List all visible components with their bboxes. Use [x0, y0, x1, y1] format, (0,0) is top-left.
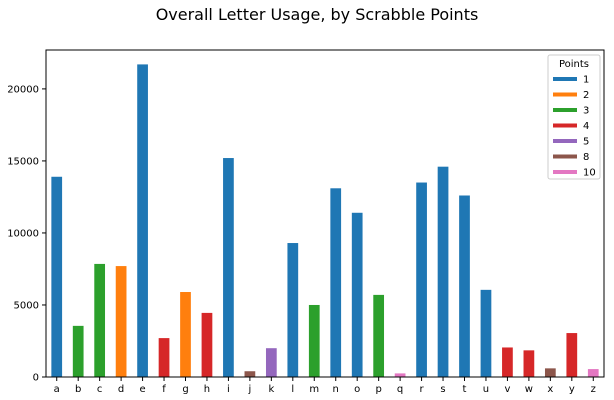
legend-label-10: 10 [583, 168, 596, 179]
y-tick-label-0: 0 [33, 373, 39, 384]
legend-label-4: 4 [583, 121, 589, 132]
plot-frame [45, 49, 605, 378]
bars-group [51, 64, 599, 378]
x-tick-label-e: e [139, 384, 145, 395]
legend-label-5: 5 [583, 137, 589, 148]
bar-x [544, 368, 556, 377]
bar-f [158, 338, 170, 377]
y-tick-label-20000: 20000 [7, 84, 39, 95]
bar-a [51, 176, 63, 377]
bar-w [523, 350, 535, 377]
bar-r [416, 182, 427, 377]
x-tick-label-p: p [375, 384, 381, 395]
bar-u [480, 289, 492, 377]
bar-h [201, 312, 213, 377]
x-tick-label-g: g [182, 384, 188, 395]
bar-d [115, 266, 127, 377]
legend: Points 1 2 3 4 5 8 10 [547, 54, 601, 180]
bar-t [459, 195, 470, 377]
bar-l [287, 243, 299, 377]
legend-label-2: 2 [583, 90, 589, 101]
y-tick-label-10000: 10000 [7, 228, 39, 239]
bar-i [223, 158, 234, 377]
bar-k [265, 348, 277, 377]
legend-title: Points [559, 59, 589, 70]
bar-j [244, 371, 256, 377]
legend-label-8: 8 [583, 152, 589, 163]
x-tick-label-a: a [54, 384, 60, 395]
chart-title: Overall Letter Usage, by Scrabble Points [156, 5, 479, 24]
bar-m [308, 304, 320, 377]
x-tick-label-q: q [397, 384, 403, 395]
bar-z [587, 369, 599, 377]
bar-v [502, 347, 513, 377]
bar-c [94, 263, 106, 377]
x-tick-label-s: s [440, 384, 445, 395]
x-tick-label-h: h [204, 384, 210, 395]
x-tick-label-n: n [333, 384, 339, 395]
x-tick-label-m: m [309, 384, 319, 395]
x-axis: a b c d e f g h i j k l m n o p q r s t u v w x y z [54, 377, 596, 395]
x-tick-label-l: l [291, 384, 294, 395]
bar-o [351, 212, 363, 377]
x-tick-label-v: v [504, 384, 510, 395]
x-tick-label-x: x [547, 384, 553, 395]
x-tick-label-j: j [247, 384, 251, 395]
x-tick-label-t: t [463, 384, 467, 395]
y-tick-label-15000: 15000 [7, 156, 39, 167]
legend-label-3: 3 [583, 106, 589, 117]
legend-label-1: 1 [583, 75, 589, 86]
x-tick-label-w: w [525, 384, 533, 395]
y-axis: 0 5000 10000 15000 20000 [7, 84, 46, 384]
legend-box [547, 54, 601, 180]
bar-p [373, 294, 385, 377]
bar-q [394, 373, 406, 377]
bar-b [72, 325, 84, 377]
x-tick-label-d: d [118, 384, 124, 395]
x-tick-label-y: y [569, 384, 575, 395]
x-tick-label-i: i [227, 384, 230, 395]
x-tick-label-c: c [97, 384, 103, 395]
y-tick-label-5000: 5000 [14, 300, 39, 311]
x-tick-label-z: z [591, 384, 596, 395]
x-tick-label-o: o [354, 384, 360, 395]
bar-y [566, 333, 578, 377]
x-tick-label-k: k [268, 384, 274, 395]
bar-g [180, 292, 191, 377]
x-tick-label-f: f [162, 384, 166, 395]
x-tick-label-r: r [420, 384, 425, 395]
bar-s [437, 166, 449, 377]
bar-n [330, 188, 342, 377]
x-tick-label-u: u [483, 384, 489, 395]
x-tick-label-b: b [75, 384, 81, 395]
bar-e [137, 64, 148, 378]
